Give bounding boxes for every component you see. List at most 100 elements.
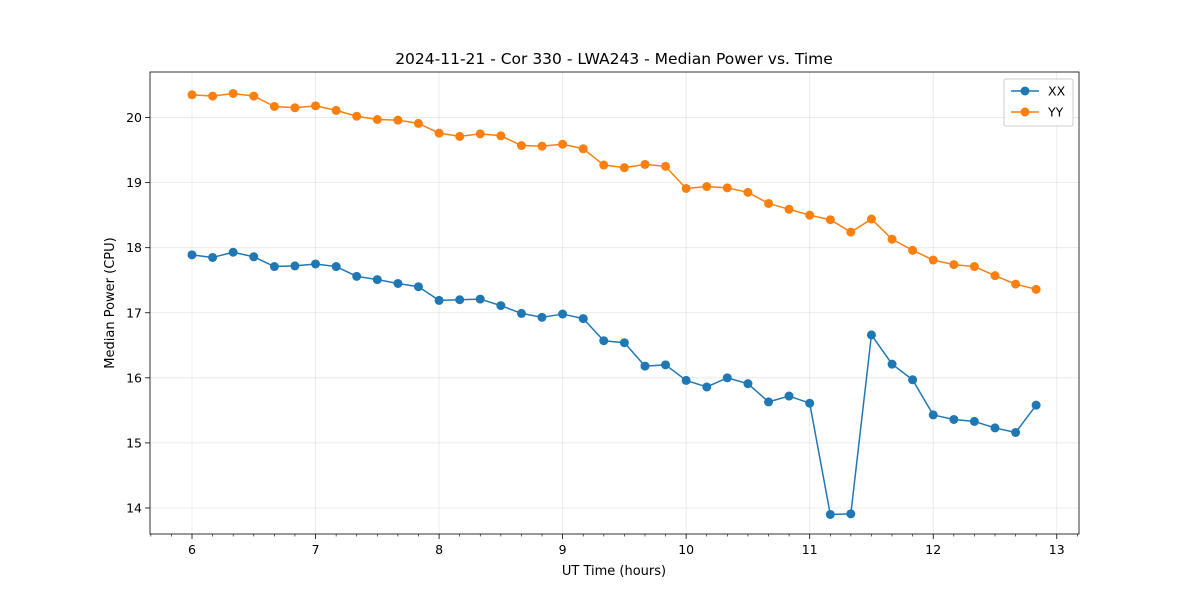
series-line-yy [191, 92, 1037, 291]
data-point-xx [722, 373, 732, 383]
data-point-yy [372, 115, 382, 125]
legend-marker-xx [1020, 86, 1030, 96]
data-point-yy [187, 90, 197, 100]
data-point-yy [866, 214, 876, 224]
data-point-yy [331, 105, 341, 115]
data-point-xx [455, 295, 465, 305]
data-point-yy [722, 183, 732, 193]
y-tick-label: 18 [126, 240, 142, 255]
data-point-xx [743, 379, 753, 389]
series-xx [187, 247, 1041, 519]
data-point-xx [784, 391, 794, 401]
data-point-yy [990, 271, 1000, 281]
x-tick-label: 8 [435, 542, 443, 557]
y-tick-label: 16 [126, 370, 142, 385]
series-line-xx [191, 251, 1037, 516]
x-tick-label: 13 [1049, 542, 1065, 557]
data-point-xx [805, 398, 815, 408]
data-point-yy [269, 101, 279, 111]
series-yy [187, 88, 1041, 294]
chart-title: 2024-11-21 - Cor 330 - LWA243 - Median P… [395, 50, 833, 68]
y-tick-label: 19 [126, 175, 142, 190]
x-tick-label: 10 [678, 542, 694, 557]
data-point-yy [928, 255, 938, 265]
data-point-xx [599, 336, 609, 346]
data-point-yy [578, 144, 588, 154]
data-point-yy [681, 183, 691, 193]
data-point-xx [661, 360, 671, 370]
data-point-xx [908, 375, 918, 385]
data-point-xx [558, 309, 568, 319]
data-point-yy [228, 88, 238, 98]
data-point-yy [558, 139, 568, 149]
legend-label-yy: YY [1047, 105, 1064, 120]
data-point-yy [846, 227, 856, 237]
plot-frame [149, 71, 1080, 535]
data-point-yy [825, 215, 835, 225]
data-point-xx [846, 509, 856, 519]
x-tick-label: 9 [559, 542, 567, 557]
y-axis-ticks: 14 15 16 17 18 19 20 [126, 110, 150, 515]
data-point-yy [619, 163, 629, 173]
data-point-yy [434, 128, 444, 138]
data-point-yy [969, 262, 979, 272]
y-tick-label: 14 [126, 500, 142, 515]
data-point-yy [311, 101, 321, 111]
legend-marker-yy [1020, 107, 1030, 117]
data-point-yy [743, 187, 753, 197]
data-point-yy [393, 115, 403, 125]
data-point-yy [640, 159, 650, 169]
y-tick-label: 20 [126, 110, 142, 125]
data-point-xx [1031, 400, 1041, 410]
x-tick-label: 7 [312, 542, 320, 557]
data-point-xx [496, 301, 506, 311]
data-point-xx [681, 375, 691, 385]
data-point-xx [702, 382, 712, 392]
data-point-yy [413, 118, 423, 128]
data-point-xx [228, 247, 238, 257]
data-point-yy [908, 245, 918, 255]
x-tick-label: 6 [188, 542, 196, 557]
data-point-xx [290, 261, 300, 271]
data-point-xx [537, 312, 547, 322]
x-axis-ticks: 6 7 8 9 10 11 12 13 [150, 534, 1078, 557]
data-point-xx [393, 278, 403, 288]
data-point-xx [866, 330, 876, 340]
data-point-xx [764, 397, 774, 407]
data-point-xx [208, 252, 218, 262]
legend-label-xx: XX [1048, 84, 1066, 99]
data-point-yy [599, 160, 609, 170]
data-point-xx [969, 416, 979, 426]
data-point-xx [578, 314, 588, 324]
data-point-xx [619, 338, 629, 348]
data-point-yy [702, 182, 712, 192]
data-point-xx [331, 262, 341, 272]
data-point-xx [475, 294, 485, 304]
data-point-xx [372, 275, 382, 285]
x-tick-label: 12 [925, 542, 941, 557]
data-point-xx [269, 262, 279, 272]
data-point-xx [352, 271, 362, 281]
data-point-yy [764, 198, 774, 208]
data-point-xx [825, 509, 835, 519]
x-tick-label: 11 [802, 542, 818, 557]
y-axis-label: Median Power (CPU) [103, 237, 118, 368]
data-point-yy [1031, 284, 1041, 294]
data-point-xx [928, 410, 938, 420]
data-point-yy [537, 141, 547, 151]
data-point-xx [187, 250, 197, 260]
y-tick-label: 15 [126, 435, 142, 450]
data-point-yy [455, 131, 465, 141]
gridlines [150, 72, 1079, 534]
data-point-yy [661, 161, 671, 171]
data-point-xx [1011, 427, 1021, 437]
data-point-xx [990, 423, 1000, 433]
data-point-xx [516, 308, 526, 318]
legend: XX YY [1003, 78, 1074, 127]
data-point-xx [311, 259, 321, 269]
data-point-yy [496, 131, 506, 141]
data-point-yy [249, 91, 259, 101]
data-point-yy [290, 103, 300, 113]
y-tick-label: 17 [126, 305, 142, 320]
